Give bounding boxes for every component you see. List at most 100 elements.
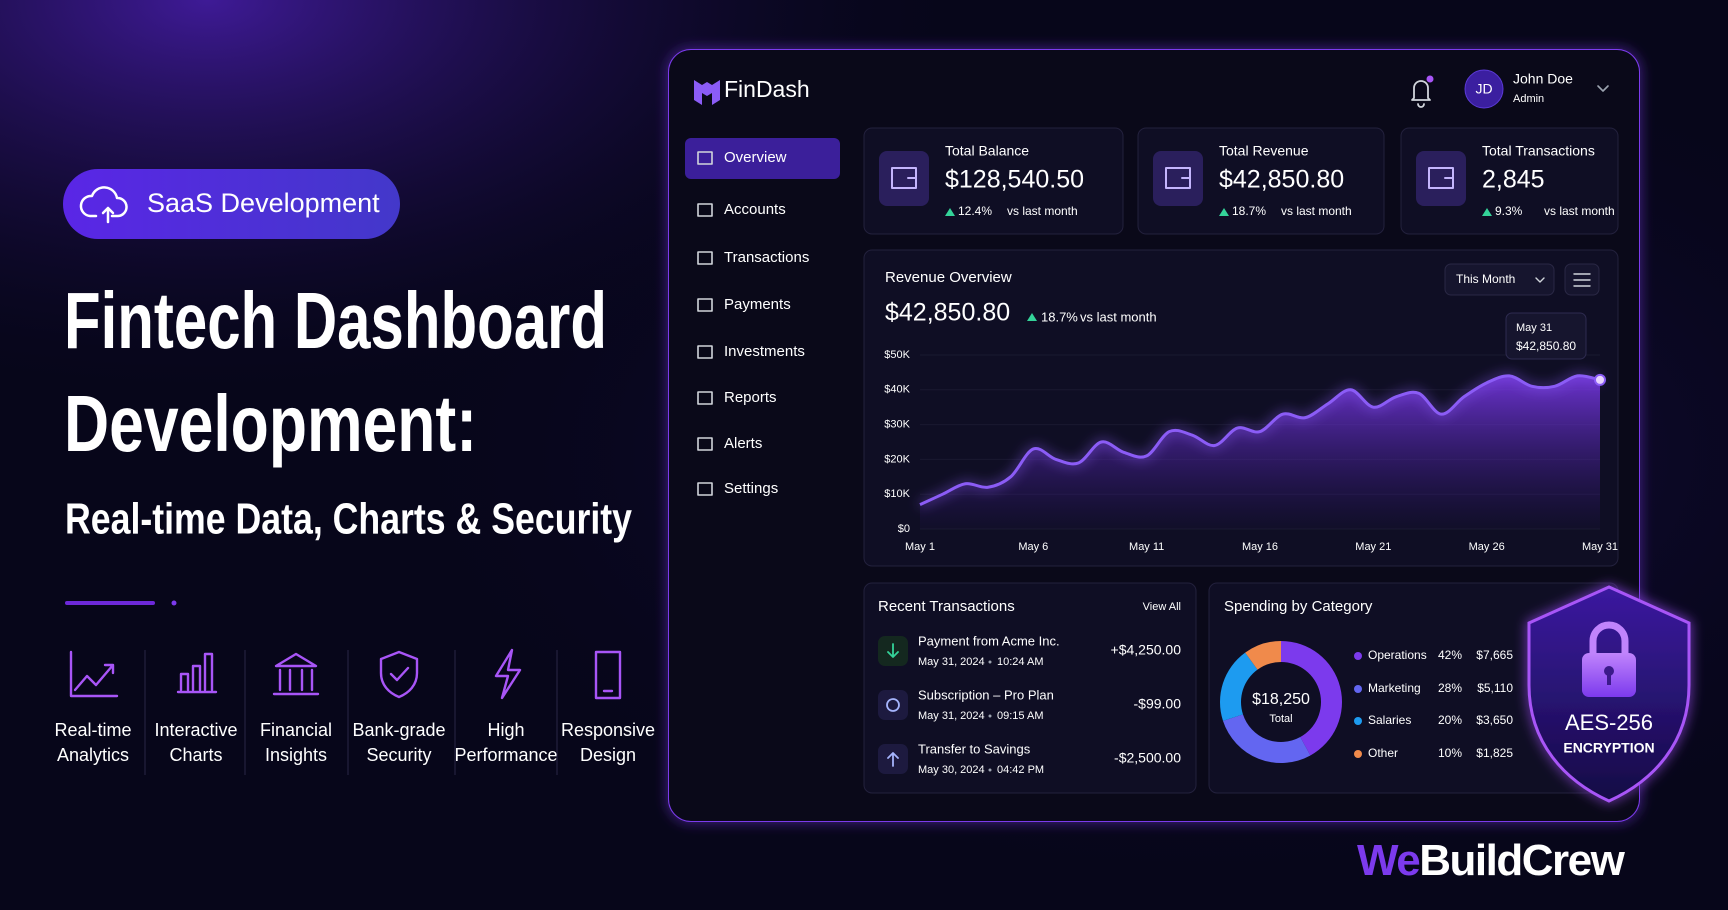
transaction-time: 04:42 PM [997,764,1044,776]
x-tick-label: May 26 [1469,541,1505,553]
x-tick-label: May 11 [1129,541,1164,553]
legend-name: Marketing [1368,681,1421,695]
y-tick-label: $50K [884,349,910,361]
legend-dot [1354,685,1362,693]
feature-label: Bank-grade [352,720,445,740]
donut-total-label: Total [1269,713,1292,725]
y-tick-label: $0 [898,523,910,535]
donut-segment [1222,714,1311,763]
user-role: Admin [1513,93,1544,105]
keyhole [1607,673,1611,685]
hero-title: Development: [64,379,477,468]
revenue-compare: vs last month [1080,309,1157,324]
revenue-title: Revenue Overview [885,269,1012,286]
feature-icon [272,652,320,696]
nav-icon [697,482,713,496]
hero-title: Fintech Dashboard [64,276,607,365]
stat-icon-box [879,151,929,206]
stat-label: Total Transactions [1482,143,1595,159]
nav-icon [697,151,713,165]
tooltip [1505,312,1587,360]
donut-segment [1245,641,1281,670]
up-arrow [1482,208,1492,216]
transaction-date: May 30, 2024 [918,764,985,776]
feature-label: Design [580,745,636,765]
stat-change: 12.4% [958,204,992,218]
brand: WeBuildCrew [1357,836,1626,885]
x-tick-label: May 21 [1355,541,1391,553]
nav-item[interactable]: Settings [724,480,778,497]
legend-name: Salaries [1368,713,1411,727]
transaction-date: May 31, 2024 [918,656,985,668]
donut-segment [1281,640,1342,756]
feature-label: Financial [260,720,332,740]
stat-compare: vs last month [1281,204,1352,218]
revenue-change: 18.7% [1041,309,1078,324]
badge-text: SaaS Development [147,188,380,218]
donut-segment [1220,652,1258,721]
last-point [1594,373,1606,386]
spending-title: Spending by Category [1224,598,1373,615]
transaction-name: Transfer to Savings [918,741,1031,756]
user-name: John Doe [1513,71,1573,87]
legend-name: Other [1368,746,1398,760]
tooltip-value: $42,850.80 [1516,339,1576,353]
up-arrow [1027,313,1037,321]
hero-subtitle: Real-time Data, Charts & Security [65,495,632,544]
feature-label: Security [366,745,431,765]
stat-icon [1165,167,1191,189]
filter-icon [1573,273,1591,287]
transaction-name: Subscription – Pro Plan [918,687,1054,702]
y-tick-label: $30K [884,419,910,431]
stat-icon [891,167,917,189]
nav-icon [697,391,713,405]
nav-item[interactable]: Payments [724,296,791,313]
x-tick-label: May 31 [1582,541,1618,553]
y-tick-label: $20K [884,453,910,465]
feature-label: Performance [454,745,557,765]
divider [65,601,155,605]
revenue-total: $42,850.80 [885,299,1010,327]
feature-icon [594,650,622,700]
legend-amount: $3,650 [1476,713,1513,727]
period-select[interactable] [1444,263,1555,296]
avatar [1464,69,1504,109]
nav-item[interactable]: Accounts [724,201,786,218]
nav-icon [697,203,713,217]
feature-label: Charts [169,745,222,765]
transactions-title: Recent Transactions [878,598,1015,615]
nav-item[interactable]: Investments [724,343,805,360]
chevron [1535,277,1545,283]
separator-dot [988,660,992,664]
shield-subtitle: ENCRYPTION [1563,740,1654,756]
stat-value: $42,850.80 [1219,166,1344,194]
brand-accent: We [1357,836,1419,885]
shield-title: AES-256 [1565,710,1653,735]
legend-name: Operations [1368,648,1427,662]
separator-dot [988,714,992,718]
x-tick-label: May 6 [1018,541,1048,553]
nav-item[interactable]: Reports [724,389,777,406]
legend-dot [1354,750,1362,758]
legend-amount: $5,110 [1477,681,1513,695]
nav-icon [697,251,713,265]
legend-percent: 20% [1438,713,1462,727]
nav-icon [697,437,713,451]
transaction-name: Payment from Acme Inc. [918,633,1060,648]
legend-dot [1354,652,1362,660]
nav-item[interactable]: Overview [724,149,787,166]
nav-item[interactable]: Transactions [724,249,809,266]
view-all-link[interactable]: View All [1143,601,1181,613]
separator-dot [988,768,992,772]
transaction-date: May 31, 2024 [918,710,985,722]
stat-value: 2,845 [1482,166,1545,194]
stat-label: Total Revenue [1219,143,1309,159]
stat-compare: vs last month [1007,204,1078,218]
feature-icon [494,648,522,700]
logo-icon [694,80,720,105]
bell-icon[interactable] [1411,80,1431,108]
cloud-icon [79,186,128,224]
transactions-card [863,582,1197,794]
nav-item[interactable]: Alerts [724,435,762,452]
legend-amount: $1,825 [1476,746,1513,760]
